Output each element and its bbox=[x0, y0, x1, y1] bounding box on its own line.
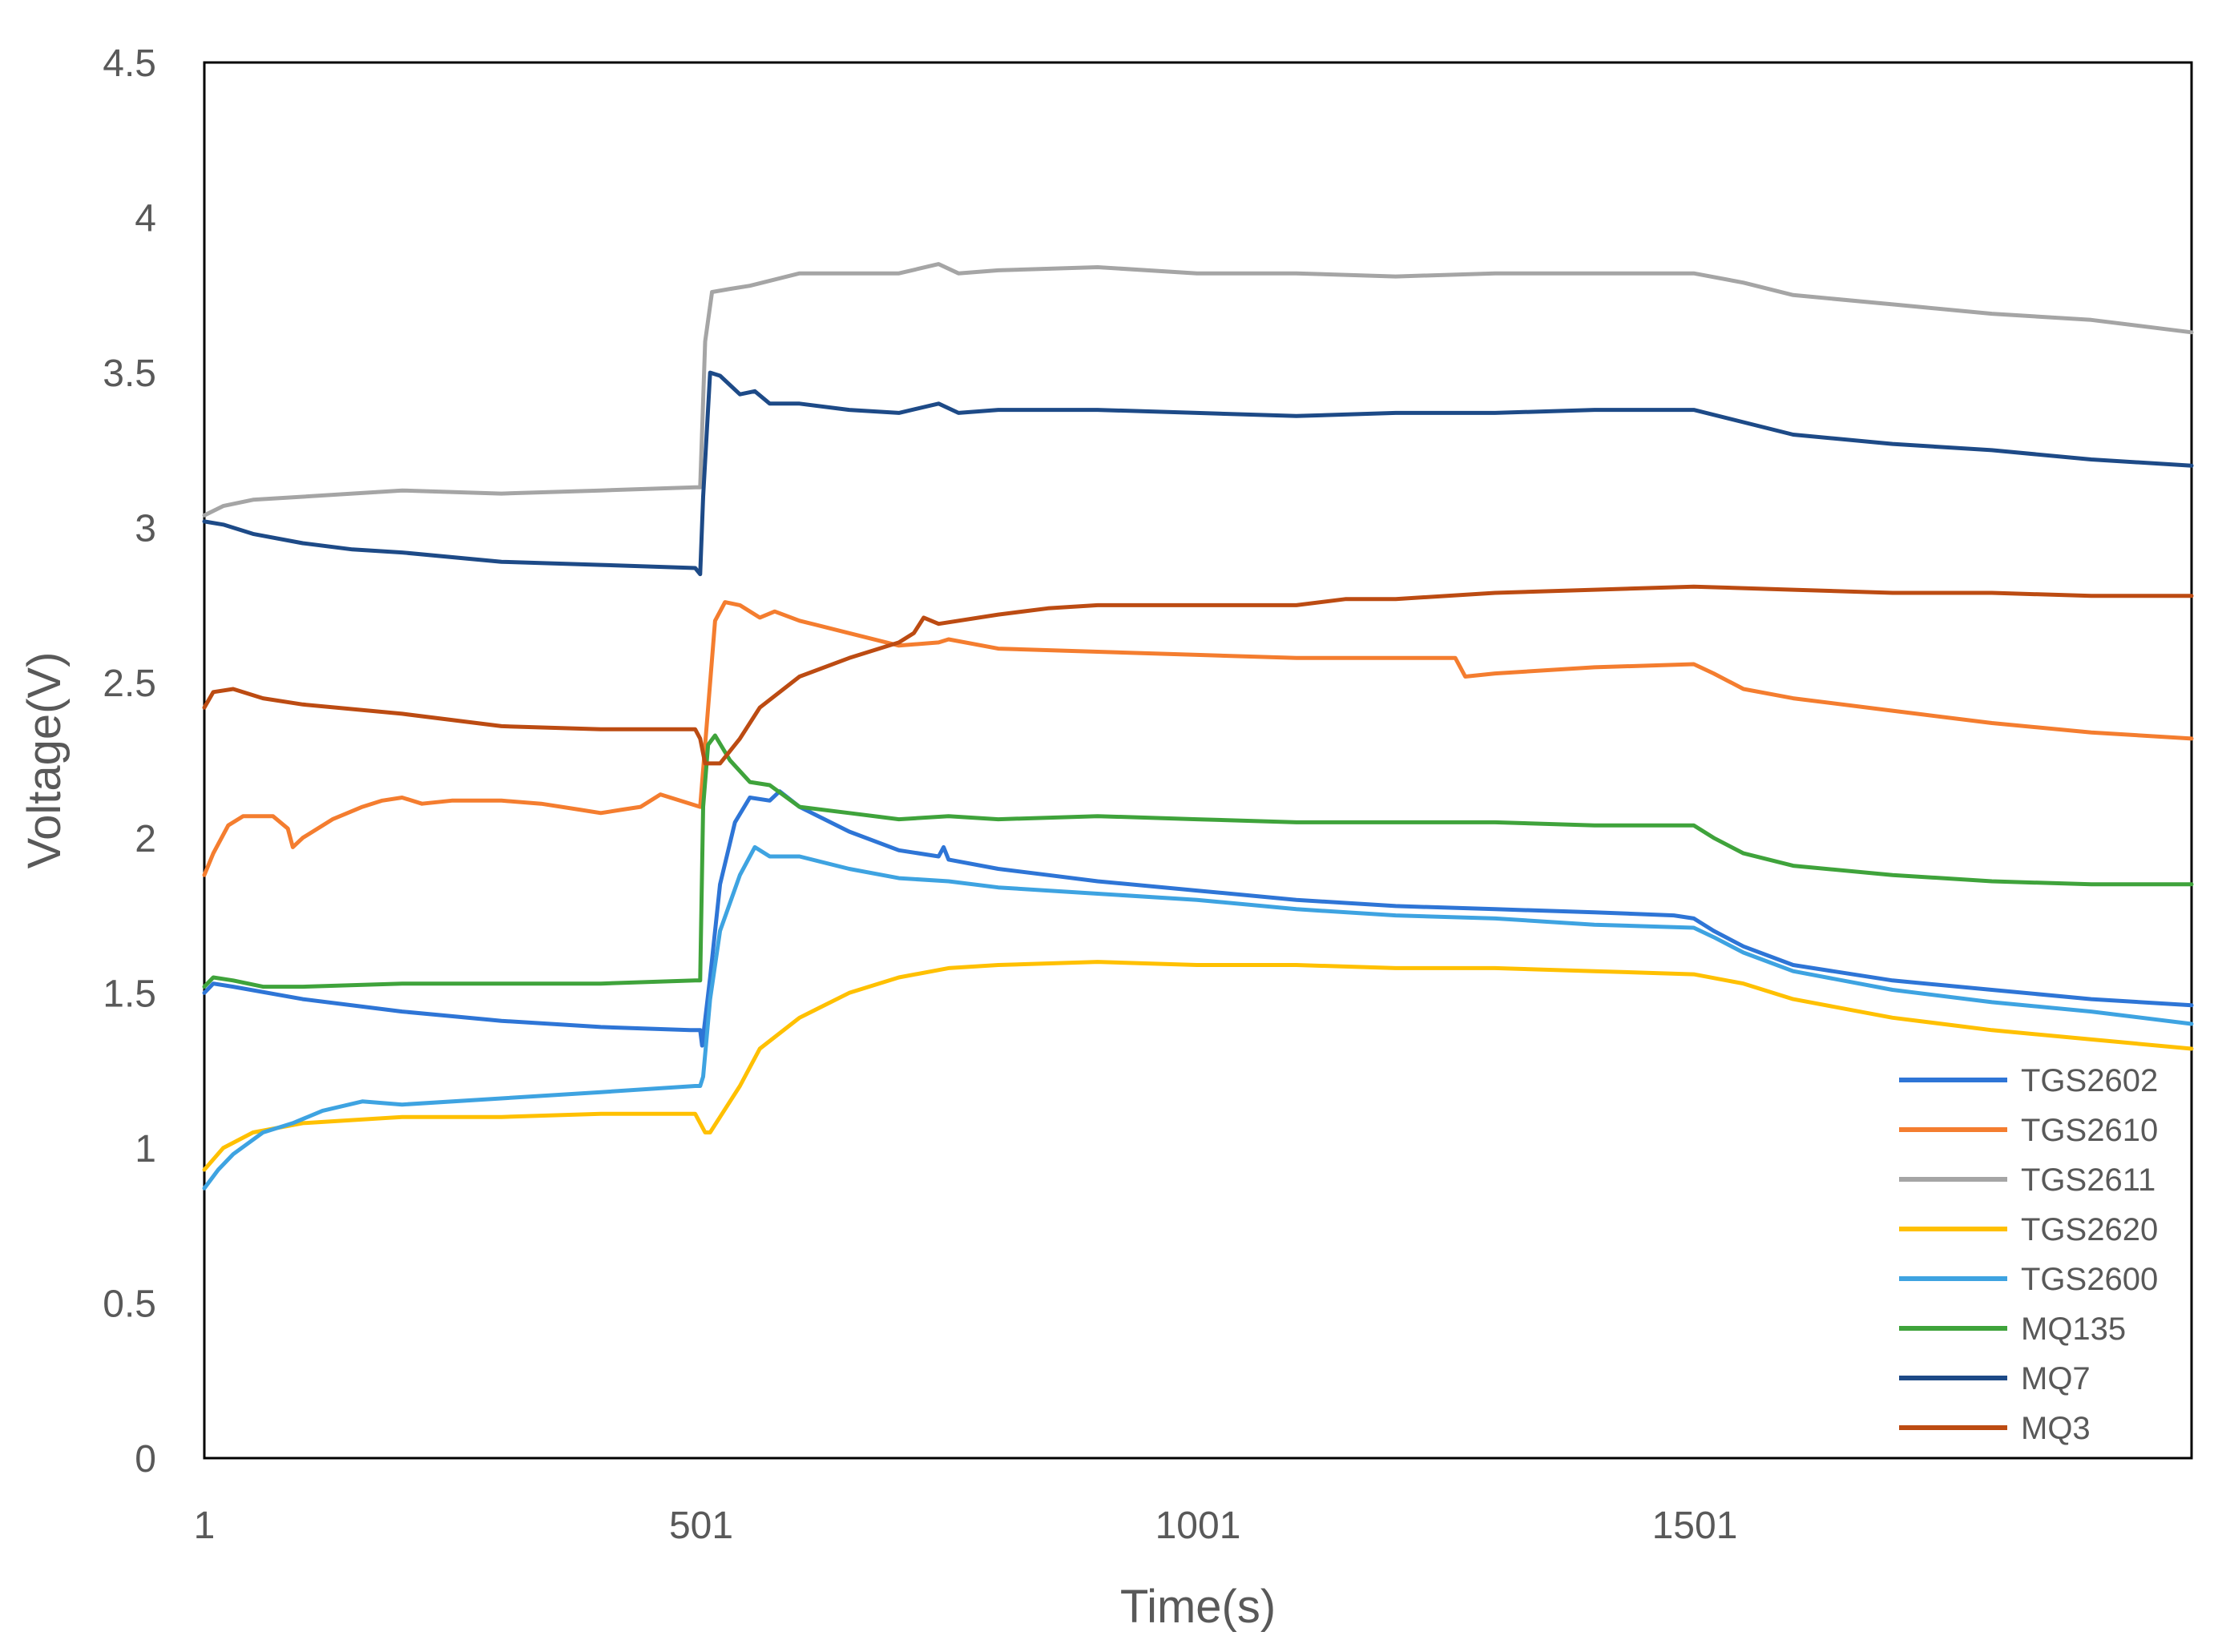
y-tick-label: 1.5 bbox=[103, 973, 156, 1015]
legend-label-tgs2602: TGS2602 bbox=[2021, 1063, 2158, 1098]
series-line-tgs2610 bbox=[202, 600, 2194, 877]
legend-label-mq135: MQ135 bbox=[2021, 1312, 2126, 1347]
legend: TGS2602 TGS2610 TGS2611 TGS2620 TGS2600 MQ135… bbox=[1899, 1063, 2158, 1446]
legend-label-tgs2620: TGS2620 bbox=[2021, 1212, 2158, 1247]
legend-label-mq7: MQ7 bbox=[2021, 1361, 2091, 1396]
x-tick-label: 1001 bbox=[1155, 1505, 1241, 1547]
series-line-tgs2620 bbox=[202, 960, 2194, 1172]
series-line-tgs2602 bbox=[202, 789, 2194, 1048]
legend-label-tgs2600: TGS2600 bbox=[2021, 1262, 2158, 1297]
y-axis-title: Voltage(V) bbox=[18, 652, 71, 869]
y-tick-label: 2 bbox=[135, 818, 156, 860]
y-tick-label: 0 bbox=[135, 1438, 156, 1481]
x-axis-title: Time(s) bbox=[1120, 1581, 1276, 1633]
x-axis-ticks: 1 501 1001 1501 bbox=[194, 1505, 1738, 1547]
series-line-mq3 bbox=[202, 584, 2194, 766]
series-line-tgs2611 bbox=[202, 262, 2194, 518]
x-tick-label: 1501 bbox=[1652, 1505, 1738, 1547]
y-axis-ticks: 0 0.5 1 1.5 2 2.5 3 3.5 4 4.5 bbox=[103, 42, 156, 1481]
legend-label-tgs2610: TGS2610 bbox=[2021, 1113, 2158, 1148]
series-line-tgs2600 bbox=[202, 844, 2194, 1191]
y-tick-label: 4.5 bbox=[103, 42, 156, 85]
y-tick-label: 3.5 bbox=[103, 353, 156, 395]
y-tick-label: 2.5 bbox=[103, 663, 156, 705]
y-tick-label: 0.5 bbox=[103, 1283, 156, 1325]
y-tick-label: 1 bbox=[135, 1128, 156, 1171]
y-tick-label: 4 bbox=[135, 198, 156, 240]
series-lines bbox=[202, 262, 2194, 1191]
legend-label-mq3: MQ3 bbox=[2021, 1411, 2091, 1446]
legend-label-tgs2611: TGS2611 bbox=[2021, 1162, 2155, 1198]
y-tick-label: 3 bbox=[135, 508, 156, 550]
plot-area bbox=[203, 61, 2193, 1460]
x-tick-label: 501 bbox=[669, 1505, 733, 1547]
x-tick-label: 1 bbox=[194, 1505, 216, 1547]
series-line-mq135 bbox=[202, 733, 2194, 989]
series-line-mq7 bbox=[202, 370, 2194, 577]
